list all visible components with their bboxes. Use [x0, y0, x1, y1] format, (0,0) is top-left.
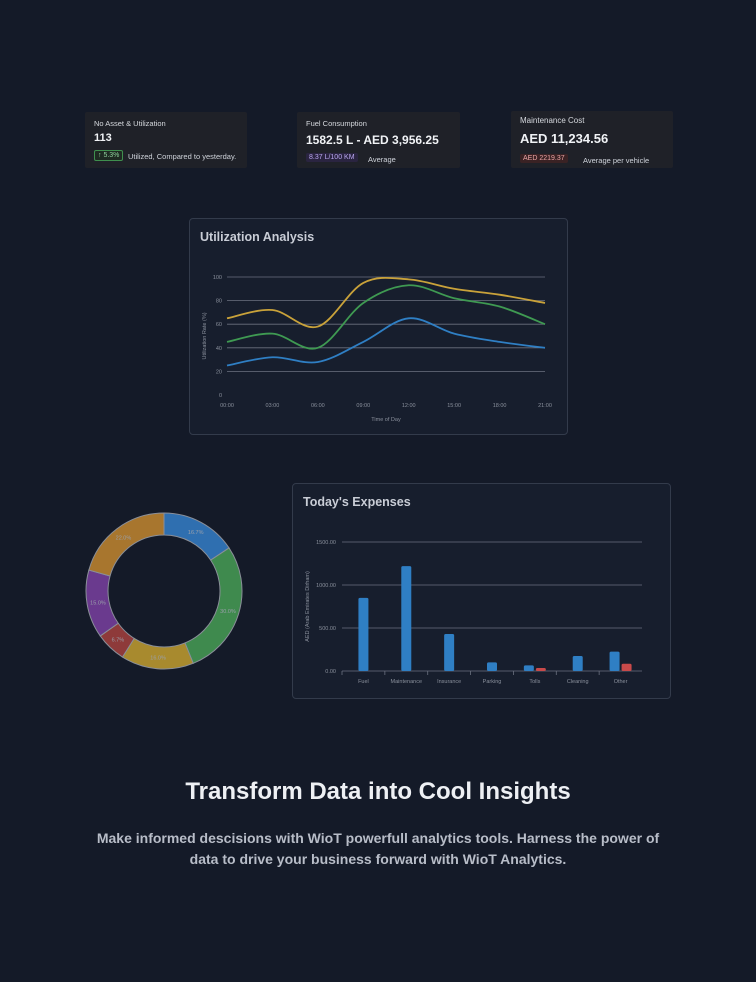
x-tick-label: 00:00 — [220, 403, 234, 409]
kpi-card-asset: No Asset & Utilization 113 ↑ 5.3% Utiliz… — [85, 112, 247, 168]
kpi-subtext: Utilized, Compared to yesterday. — [128, 152, 237, 161]
hero-description: Make informed descisions with WioT power… — [96, 830, 660, 867]
bar — [523, 665, 534, 671]
bar — [572, 655, 583, 671]
bar — [401, 566, 412, 671]
kpi-value: 113 — [94, 132, 112, 144]
x-tick-label: 18:00 — [493, 403, 507, 409]
y-tick-label: 1500.00 — [316, 540, 336, 546]
donut-slice — [184, 547, 243, 664]
x-tick-label: 09:00 — [356, 403, 370, 409]
kpi-card-fuel: Fuel Consumption 1582.5 L - AED 3,956.25… — [297, 112, 460, 168]
x-tick-label: 03:00 — [266, 403, 280, 409]
x-tick-label: Cleaning — [567, 679, 589, 685]
y-axis-label: Utilization Rate (%) — [202, 312, 208, 359]
x-tick-label: 21:00 — [538, 403, 552, 409]
expense-donut-chart: 16.7% 30.0% 16.0% 6.7% 15.0% 22.0% — [85, 512, 243, 670]
expenses-title: Today's Expenses — [303, 495, 411, 509]
donut-slice-label: 16.7% — [188, 530, 204, 536]
y-tick-label: 1000.00 — [316, 583, 336, 589]
kpi-value: 1582.5 L - AED 3,956.25 — [306, 133, 439, 147]
y-tick-label: 40 — [216, 346, 222, 352]
kpi-card-maintenance: Maintenance Cost AED 11,234.56 AED 2219.… — [511, 111, 673, 168]
kpi-value: AED 11,234.56 — [520, 131, 609, 146]
utilization-line-chart: 0 20 40 60 80 100 00:00 03:00 06:00 09:00 12:00 15:… — [202, 275, 552, 423]
donut-slice — [121, 637, 194, 670]
donut-slice — [163, 512, 230, 561]
kpi-average-badge: 8.37 L/100 KM — [306, 153, 358, 162]
kpi-subtext: Average — [368, 155, 396, 164]
x-tick-label: 12:00 — [402, 403, 416, 409]
hero-title: Transform Data into Cool Insights — [185, 778, 571, 805]
y-tick-label: 0.00 — [325, 669, 336, 675]
bar-secondary — [621, 663, 632, 671]
kpi-trend-badge: ↑ 5.3% — [94, 150, 124, 161]
donut-slice — [88, 512, 165, 577]
donut-slice-label: 30.0% — [220, 609, 236, 615]
donut-slice-label: 16.0% — [150, 656, 166, 662]
bar — [609, 651, 620, 671]
bar — [487, 662, 497, 671]
x-tick-label: Maintenance — [391, 679, 423, 685]
y-tick-label: 100 — [213, 275, 222, 281]
bar — [444, 634, 455, 671]
series-line — [226, 317, 546, 367]
kpi-subtext: Average per vehicle — [583, 156, 650, 165]
kpi-title: Maintenance Cost — [520, 116, 585, 125]
y-tick-label: 500.00 — [319, 626, 336, 632]
kpi-title: No Asset & Utilization — [94, 119, 166, 128]
donut-slice-label: 6.7% — [112, 638, 125, 644]
x-tick-label: Parking — [483, 679, 502, 685]
x-tick-label: Fuel — [358, 679, 369, 685]
x-tick-label: 15:00 — [447, 403, 461, 409]
kpi-average-badge: AED 2219.37 — [520, 154, 568, 163]
x-tick-label: Tolls — [529, 679, 540, 685]
bar — [358, 597, 369, 671]
y-tick-label: 60 — [216, 322, 222, 328]
expenses-panel: Today's Expenses 0.00 500.00 1000.00 1500.0… — [292, 483, 671, 699]
y-axis-label: AED (Arab Emirates Dirham) — [305, 571, 311, 642]
y-tick-label: 20 — [216, 369, 222, 375]
x-tick-label: 06:00 — [311, 403, 325, 409]
utilization-panel: Utilization Analysis 0 20 40 60 80 100 00:00 03… — [189, 218, 568, 435]
x-tick-label: Insurance — [437, 679, 461, 685]
donut-slice-label: 22.0% — [116, 536, 132, 542]
x-axis-label: Time of Day — [371, 417, 401, 423]
series-line — [226, 276, 546, 329]
x-tick-label: Other — [614, 679, 628, 685]
kpi-title: Fuel Consumption — [306, 119, 367, 128]
y-tick-label: 80 — [216, 299, 222, 305]
utilization-title: Utilization Analysis — [200, 230, 315, 244]
bar-secondary — [535, 667, 546, 671]
donut-slice-label: 15.0% — [90, 600, 106, 606]
y-tick-label: 0 — [219, 393, 222, 399]
expenses-bar-chart: 0.00 500.00 1000.00 1500.00 AED (Arab Emirat… — [305, 540, 642, 685]
series-line — [226, 284, 546, 350]
